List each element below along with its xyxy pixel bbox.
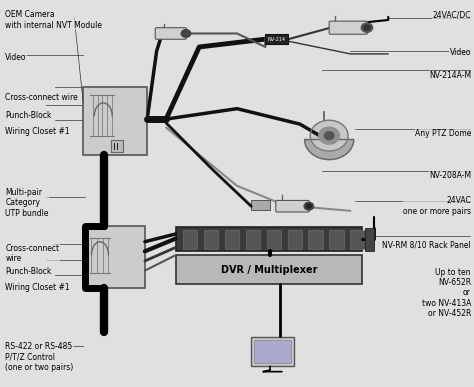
- Text: NV-RM 8/10 Rack Panel: NV-RM 8/10 Rack Panel: [382, 241, 471, 250]
- FancyBboxPatch shape: [276, 200, 310, 212]
- Text: Punch-Block: Punch-Block: [5, 111, 52, 120]
- FancyBboxPatch shape: [83, 87, 147, 155]
- Text: 24VAC
one or more pairs: 24VAC one or more pairs: [403, 196, 471, 216]
- FancyBboxPatch shape: [288, 230, 301, 249]
- FancyBboxPatch shape: [155, 28, 186, 39]
- Text: NV-214A-M: NV-214A-M: [429, 71, 471, 80]
- FancyBboxPatch shape: [254, 341, 291, 363]
- FancyBboxPatch shape: [246, 230, 260, 249]
- Text: RS-422 or RS-485
P/T/Z Control
(one or two pairs): RS-422 or RS-485 P/T/Z Control (one or t…: [5, 342, 73, 372]
- Circle shape: [364, 25, 370, 31]
- FancyBboxPatch shape: [111, 140, 123, 152]
- Circle shape: [324, 132, 334, 140]
- Text: Cross-connect
wire: Cross-connect wire: [5, 244, 60, 263]
- FancyBboxPatch shape: [309, 230, 323, 249]
- Text: Video: Video: [5, 53, 27, 62]
- FancyBboxPatch shape: [83, 226, 145, 288]
- Text: Punch-Block: Punch-Block: [5, 267, 52, 276]
- FancyBboxPatch shape: [329, 230, 344, 249]
- Text: NV-208A-M: NV-208A-M: [429, 171, 471, 180]
- FancyBboxPatch shape: [182, 230, 197, 249]
- FancyBboxPatch shape: [265, 34, 288, 44]
- Text: DVR / Multiplexer: DVR / Multiplexer: [221, 265, 317, 275]
- Text: 24VAC/DC: 24VAC/DC: [432, 10, 471, 19]
- FancyBboxPatch shape: [175, 228, 362, 251]
- Circle shape: [307, 204, 311, 208]
- FancyBboxPatch shape: [251, 337, 294, 366]
- FancyBboxPatch shape: [204, 230, 218, 249]
- FancyBboxPatch shape: [365, 228, 374, 251]
- FancyBboxPatch shape: [175, 255, 362, 284]
- FancyBboxPatch shape: [251, 200, 270, 210]
- Text: Up to ten
NV-652R
or
two NV-413A
or NV-452R: Up to ten NV-652R or two NV-413A or NV-4…: [421, 267, 471, 318]
- Circle shape: [181, 30, 191, 37]
- Circle shape: [304, 202, 314, 210]
- Text: Any PTZ Dome: Any PTZ Dome: [415, 129, 471, 138]
- Text: Multi-pair
Category
UTP bundle: Multi-pair Category UTP bundle: [5, 188, 49, 217]
- Text: OEM Camera
with internal NVT Module: OEM Camera with internal NVT Module: [5, 10, 102, 30]
- FancyBboxPatch shape: [225, 230, 239, 249]
- FancyBboxPatch shape: [266, 230, 281, 249]
- FancyBboxPatch shape: [350, 230, 365, 249]
- Circle shape: [319, 127, 339, 144]
- Text: NV-214: NV-214: [268, 37, 286, 42]
- Text: Cross-connect wire: Cross-connect wire: [5, 93, 78, 102]
- Text: Wiring Closet #1: Wiring Closet #1: [5, 283, 70, 292]
- Wedge shape: [305, 140, 354, 159]
- Text: Wiring Closet #1: Wiring Closet #1: [5, 127, 70, 136]
- FancyBboxPatch shape: [329, 21, 367, 34]
- Text: Video: Video: [449, 48, 471, 57]
- Circle shape: [361, 23, 373, 33]
- Circle shape: [310, 120, 348, 151]
